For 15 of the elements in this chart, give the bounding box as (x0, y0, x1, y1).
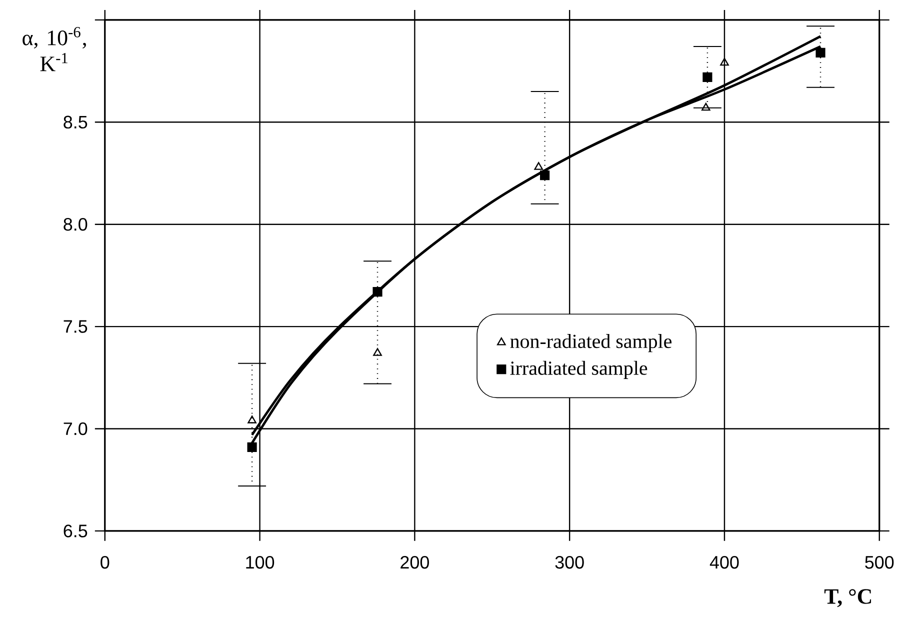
legend-label: non-radiated sample (510, 334, 672, 352)
text: α, 10$^{-6}$, K$^{-1}$ (22, 27, 86, 72)
y-tick-label: 6.5 (64, 524, 88, 538)
x-axis-title: T, °C (824, 589, 872, 608)
y-tick-label: 8.5 (64, 116, 88, 129)
y-tick-label: 7.0 (64, 422, 88, 436)
legend-label: irradiated sample (510, 360, 648, 380)
y-tick-label: 8.0 (64, 218, 88, 231)
x-tick-label: 500 (865, 556, 894, 569)
x-tick-label: 200 (400, 556, 429, 569)
x-tick-label: 300 (555, 556, 584, 569)
x-tick-label: 0 (100, 556, 110, 569)
x-tick-label: 400 (710, 556, 739, 569)
y-tick-label: 7.5 (64, 320, 88, 333)
x-tick-label: 100 (246, 556, 274, 569)
